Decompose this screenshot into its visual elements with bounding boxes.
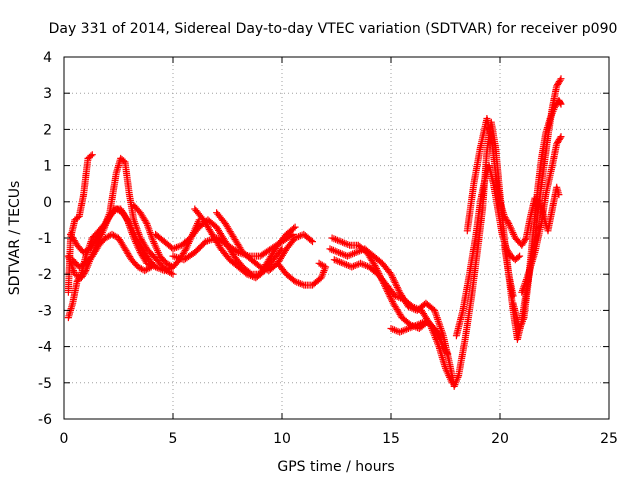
y-axis-label: SDTVAR / TECUs	[7, 181, 23, 296]
y-tick-label: 3	[43, 86, 52, 102]
data-point-markers	[452, 162, 524, 340]
data-point-markers	[213, 209, 316, 275]
series-track-10	[213, 209, 316, 275]
x-tick-label: 0	[60, 431, 69, 447]
data-layer	[64, 75, 565, 390]
data-point-markers	[518, 133, 565, 296]
series-track-15	[387, 317, 445, 343]
data-point-markers	[67, 205, 160, 271]
x-tick-label: 20	[491, 431, 509, 447]
y-tick-label: 1	[43, 159, 52, 175]
x-tick-label: 25	[600, 431, 618, 447]
data-point-markers	[509, 96, 565, 332]
data-point-markers	[274, 259, 330, 289]
series-track-5	[69, 230, 155, 275]
series-track-4	[67, 205, 160, 271]
series-track-16	[452, 162, 524, 340]
series-track-19	[509, 96, 565, 332]
chart-title: Day 331 of 2014, Sidereal Day-to-day VTE…	[49, 21, 618, 37]
y-tick-label: -3	[38, 303, 52, 319]
data-point-markers	[69, 230, 155, 275]
y-tick-label: 0	[43, 195, 52, 211]
y-tick-label: 2	[43, 122, 52, 138]
tick-layer: 0 5 10 15 20 25 -6 -5 -4 -3 -2 -1 0 1 2 3 4	[38, 50, 618, 447]
y-tick-label: -4	[38, 340, 52, 356]
series-track-20	[518, 133, 565, 296]
x-tick-label: 5	[169, 431, 178, 447]
x-tick-label: 15	[382, 431, 400, 447]
series-track-12	[326, 118, 517, 390]
data-point-markers	[326, 118, 517, 390]
x-tick-label: 10	[273, 431, 291, 447]
y-tick-label: 4	[43, 50, 52, 66]
series-track-11	[274, 259, 330, 289]
y-tick-label: -5	[38, 376, 52, 392]
x-axis-label: GPS time / hours	[277, 459, 394, 475]
y-tick-label: -2	[38, 267, 52, 283]
y-tick-label: -1	[38, 231, 52, 247]
y-tick-label: -6	[38, 412, 52, 428]
data-point-markers	[387, 317, 445, 343]
